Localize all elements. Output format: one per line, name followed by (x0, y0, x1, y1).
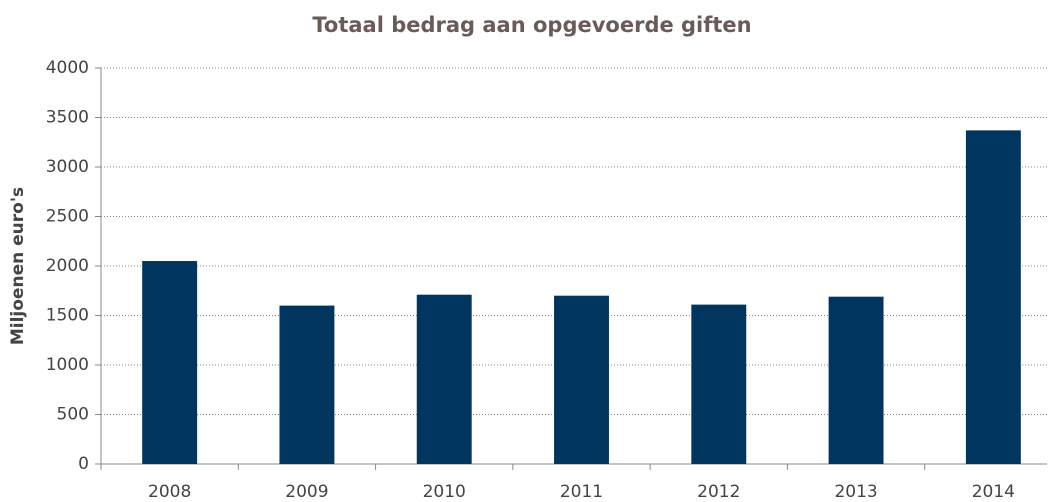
y-tick-label: 1500 (46, 306, 89, 326)
bar (691, 304, 747, 464)
x-tick-label: 2008 (148, 482, 191, 502)
y-tick-label: 2000 (46, 256, 89, 276)
y-tick-label: 0 (78, 454, 89, 474)
bar (965, 130, 1021, 464)
bar (416, 294, 472, 464)
bar (554, 295, 609, 464)
x-tick-label: 2014 (972, 482, 1015, 502)
chart-title: Totaal bedrag aan opgevoerde giften (312, 13, 751, 37)
x-tick-label: 2011 (560, 482, 603, 502)
y-tick-label: 2500 (46, 207, 89, 227)
y-tick-label: 1000 (46, 355, 89, 375)
x-tick-label: 2010 (423, 482, 466, 502)
bar (279, 305, 335, 464)
x-tick-label: 2013 (834, 482, 877, 502)
y-tick-label: 3500 (46, 108, 89, 128)
bar (142, 261, 198, 464)
y-tick-label: 3000 (46, 157, 89, 177)
x-tick-label: 2012 (697, 482, 740, 502)
y-axis-label: Miljoenen euro's (8, 187, 28, 345)
y-tick-label: 500 (57, 405, 89, 425)
y-tick-label: 4000 (46, 58, 89, 78)
bar (828, 296, 884, 464)
x-tick-label: 2009 (285, 482, 328, 502)
